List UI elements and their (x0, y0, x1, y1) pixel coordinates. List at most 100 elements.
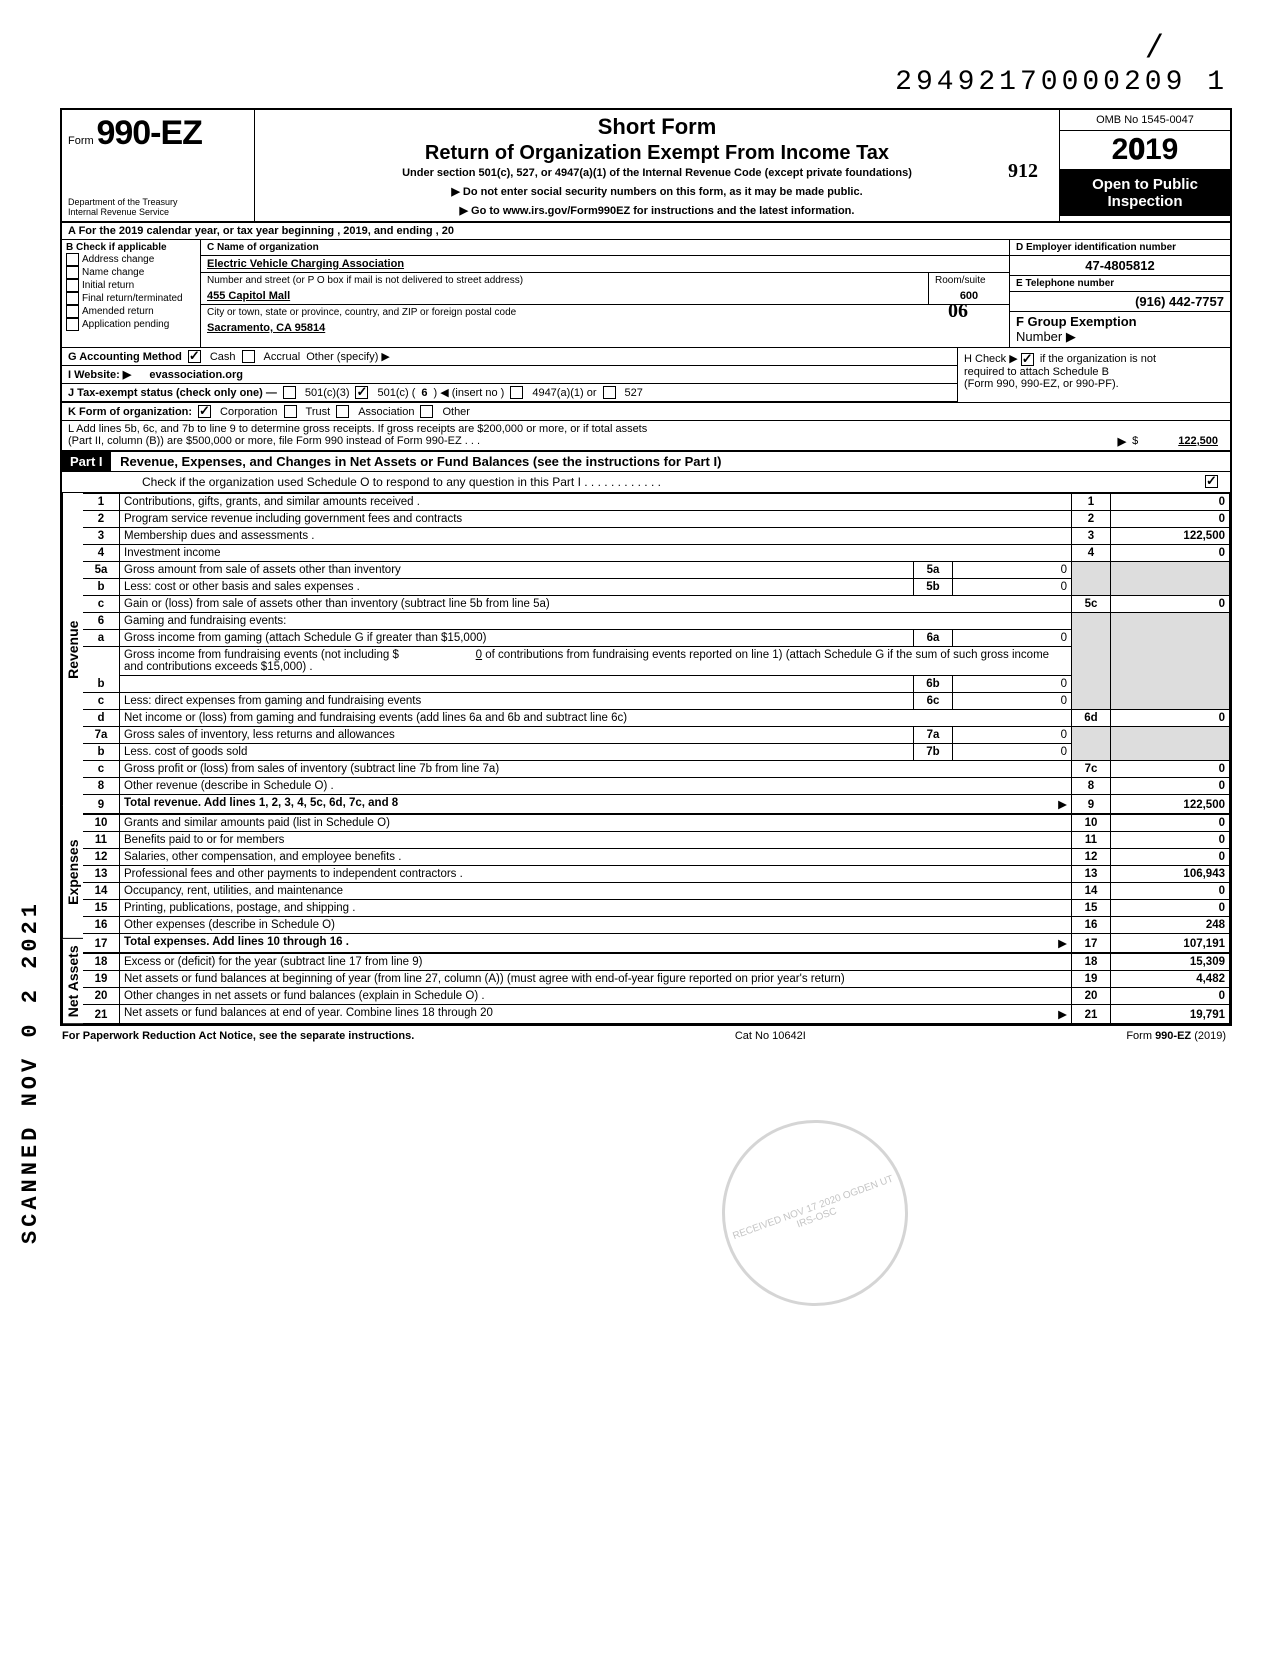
document-id-number: / 29492170000209 1 (60, 30, 1228, 98)
handwritten-06: 06 (948, 300, 968, 323)
checkbox-corporation[interactable] (198, 405, 211, 418)
lines-table: 1Contributions, gifts, grants, and simil… (83, 493, 1230, 1024)
line-15: 15Printing, publications, postage, and s… (83, 900, 1230, 917)
line-5b: bLess: cost or other basis and sales exp… (83, 579, 1230, 596)
header-left: Form 990-EZ Department of the Treasury I… (62, 110, 255, 221)
line-5c: cGain or (loss) from sale of assets othe… (83, 596, 1230, 613)
line-3: 3Membership dues and assessments .3122,5… (83, 528, 1230, 545)
line-4: 4Investment income40 (83, 545, 1230, 562)
checkbox-amended-return[interactable] (66, 305, 79, 318)
checkbox-final-return[interactable] (66, 292, 79, 305)
checkbox-other-org[interactable] (420, 405, 433, 418)
omb-number: OMB No 1545-0047 (1060, 110, 1230, 131)
org-name-label: C Name of organization (201, 240, 1009, 256)
received-stamp: RECEIVED NOV 17 2020 OGDEN UT IRS-OSC (696, 1094, 934, 1332)
slash-mark: / (1145, 30, 1168, 67)
line-9: 9Total revenue. Add lines 1, 2, 3, 4, 5c… (83, 795, 1230, 815)
part1-label: Part I (62, 452, 111, 471)
header-mid: Short Form Return of Organization Exempt… (255, 110, 1059, 221)
row-j-tax-status: J Tax-exempt status (check only one) — 5… (62, 384, 957, 402)
line-14: 14Occupancy, rent, utilities, and mainte… (83, 883, 1230, 900)
room-value: 600 (929, 288, 1009, 305)
checkbox-4947[interactable] (510, 386, 523, 399)
ein-value: 47-4805812 (1010, 256, 1230, 276)
form-label: Form (68, 135, 94, 147)
footer-mid: Cat No 10642I (735, 1030, 806, 1042)
line-17: 17Total expenses. Add lines 10 through 1… (83, 934, 1230, 954)
note-ssn: ▶ Do not enter social security numbers o… (265, 185, 1049, 198)
footer-right: Form 990-EZ (2019) (1126, 1030, 1226, 1042)
line-6: 6Gaming and fundraising events: (83, 613, 1230, 630)
checkbox-application-pending[interactable] (66, 318, 79, 331)
checkbox-association[interactable] (336, 405, 349, 418)
handwritten-912: 912 (1008, 160, 1038, 183)
checkbox-trust[interactable] (284, 405, 297, 418)
short-form-title: Short Form (265, 114, 1049, 140)
line-7b: bLess. cost of goods sold7b0 (83, 744, 1230, 761)
checkbox-address-change[interactable] (66, 253, 79, 266)
side-expenses: Expenses (62, 806, 83, 939)
part1-check-line: Check if the organization used Schedule … (62, 472, 1230, 493)
checkbox-cash[interactable] (188, 350, 201, 363)
return-title: Return of Organization Exempt From Incom… (265, 142, 1049, 165)
line-1: 1Contributions, gifts, grants, and simil… (83, 494, 1230, 511)
line-19: 19Net assets or fund balances at beginni… (83, 971, 1230, 988)
part1-title: Revenue, Expenses, and Changes in Net As… (114, 451, 727, 472)
checkbox-527[interactable] (603, 386, 616, 399)
line-10: 10Grants and similar amounts paid (list … (83, 814, 1230, 832)
line-16: 16Other expenses (describe in Schedule O… (83, 917, 1230, 934)
page-footer: For Paperwork Reduction Act Notice, see … (60, 1026, 1228, 1046)
checkbox-accrual[interactable] (242, 350, 255, 363)
note-url: ▶ Go to www.irs.gov/Form990EZ for instru… (265, 204, 1049, 217)
checkbox-name-change[interactable] (66, 266, 79, 279)
line-21: 21Net assets or fund balances at end of … (83, 1005, 1230, 1024)
street-label: Number and street (or P O box if mail is… (201, 273, 928, 288)
col-b-header: B Check if applicable (66, 242, 196, 253)
row-a-calendar-year: A For the 2019 calendar year, or tax yea… (62, 223, 1230, 240)
checkbox-no-schedule-b[interactable] (1021, 353, 1034, 366)
footer-left: For Paperwork Reduction Act Notice, see … (62, 1030, 414, 1042)
header-right: OMB No 1545-0047 2019 Open to PublicInsp… (1059, 110, 1230, 221)
checkbox-501c3[interactable] (283, 386, 296, 399)
form-container: Form 990-EZ Department of the Treasury I… (60, 108, 1232, 1026)
line-6d: dNet income or (loss) from gaming and fu… (83, 710, 1230, 727)
line-7a: 7aGross sales of inventory, less returns… (83, 727, 1230, 744)
dept-label: Department of the Treasury Internal Reve… (68, 197, 248, 217)
row-h-scheduleb: H Check ▶ if the organization is not req… (957, 348, 1230, 402)
subtitle: Under section 501(c), 527, or 4947(a)(1)… (265, 167, 1049, 179)
part1-header-row: Part I Revenue, Expenses, and Changes in… (62, 452, 1230, 472)
city-value: Sacramento, CA 95814 (201, 320, 1009, 336)
col-b-checkboxes: B Check if applicable Address change Nam… (62, 240, 201, 347)
side-netassets: Net Assets (62, 939, 83, 1024)
line-6c: cLess: direct expenses from gaming and f… (83, 693, 1230, 710)
form-header: Form 990-EZ Department of the Treasury I… (62, 110, 1230, 223)
line-6a: aGross income from gaming (attach Schedu… (83, 630, 1230, 647)
checkbox-initial-return[interactable] (66, 279, 79, 292)
row-l-gross-receipts: L Add lines 5b, 6c, and 7b to line 9 to … (62, 421, 1230, 452)
line-18: 18Excess or (deficit) for the year (subt… (83, 953, 1230, 971)
checkbox-schedule-o[interactable] (1205, 475, 1218, 488)
line-2: 2Program service revenue including gover… (83, 511, 1230, 528)
block-bcdef: B Check if applicable Address change Nam… (62, 240, 1230, 348)
line-5a: 5aGross amount from sale of assets other… (83, 562, 1230, 579)
room-label: Room/suite (929, 273, 1009, 288)
phone-label: E Telephone number (1010, 276, 1230, 292)
ein-label: D Employer identification number (1010, 240, 1230, 256)
phone-value: (916) 442-7757 (1010, 292, 1230, 312)
line-12: 12Salaries, other compensation, and empl… (83, 849, 1230, 866)
line-13: 13Professional fees and other payments t… (83, 866, 1230, 883)
line-8: 8Other revenue (describe in Schedule O) … (83, 778, 1230, 795)
checkbox-501c[interactable] (355, 386, 368, 399)
line-6b2: 6b0 (83, 676, 1230, 693)
line-20: 20Other changes in net assets or fund ba… (83, 988, 1230, 1005)
org-name: Electric Vehicle Charging Association (201, 256, 1009, 273)
line-11: 11Benefits paid to or for members110 (83, 832, 1230, 849)
col-def: D Employer identification number 47-4805… (1010, 240, 1230, 347)
row-k-org-form: K Form of organization: Corporation Trus… (62, 403, 1230, 421)
row-i-website: I Website: ▶ evassociation.org (62, 366, 957, 384)
scanned-stamp: SCANNED NOV 0 2 2021 (18, 900, 43, 1244)
street-value: 455 Capitol Mall (201, 288, 928, 305)
line-7c: cGross profit or (loss) from sales of in… (83, 761, 1230, 778)
lines-block: Revenue Expenses Net Assets 1Contributio… (62, 493, 1230, 1024)
row-g-accounting: G Accounting Method Cash Accrual Other (… (62, 348, 957, 366)
